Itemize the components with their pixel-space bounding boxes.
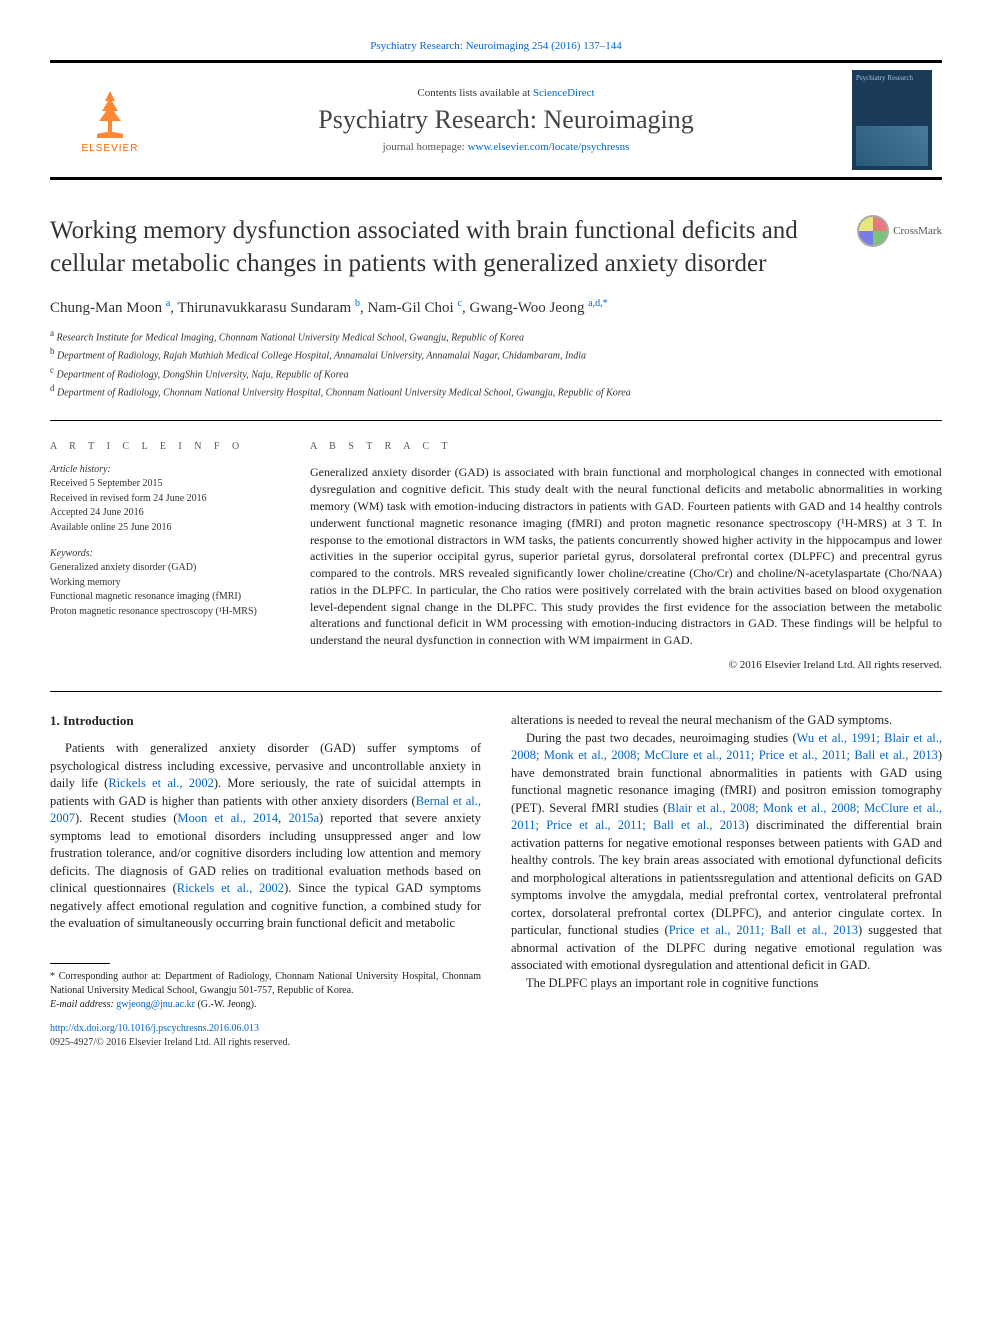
body-paragraph: Patients with generalized anxiety disord… bbox=[50, 740, 481, 933]
issn-line: 0925-4927/© 2016 Elsevier Ireland Ltd. A… bbox=[50, 1036, 481, 1050]
article-info: A R T I C L E I N F O Article history: R… bbox=[50, 441, 270, 671]
online-date: Available online 25 June 2016 bbox=[50, 521, 270, 535]
email-link[interactable]: gwjeong@jnu.ac.kr bbox=[116, 999, 195, 1010]
affiliation-ref[interactable]: c bbox=[457, 298, 461, 309]
homepage-prefix: journal homepage: bbox=[383, 141, 468, 153]
elsevier-tree-icon bbox=[85, 86, 135, 141]
abstract-copyright: © 2016 Elsevier Ireland Ltd. All rights … bbox=[310, 659, 942, 671]
email-line: E-mail address: gwjeong@jnu.ac.kr (G.-W.… bbox=[50, 998, 481, 1012]
footnote-separator bbox=[50, 963, 110, 964]
history-label: Article history: bbox=[50, 464, 270, 475]
info-abstract-row: A R T I C L E I N F O Article history: R… bbox=[50, 441, 942, 671]
citation-link[interactable]: Rickels et al., 2002 bbox=[177, 881, 284, 895]
affiliation-c: c Department of Radiology, DongShin Univ… bbox=[50, 364, 942, 382]
revised-date: Received in revised form 24 June 2016 bbox=[50, 492, 270, 506]
contents-prefix: Contents lists available at bbox=[417, 87, 532, 99]
authors-line: Chung-Man Moon a, Thirunavukkarasu Sunda… bbox=[50, 298, 942, 317]
affiliation-b: b Department of Radiology, Rajah Muthiah… bbox=[50, 345, 942, 363]
homepage-line: journal homepage: www.elsevier.com/locat… bbox=[170, 141, 842, 153]
affiliation-ref[interactable]: a,d,* bbox=[588, 298, 607, 309]
affiliation-a: a Research Institute for Medical Imaging… bbox=[50, 327, 942, 345]
citation-link[interactable]: Rickels et al., 2002 bbox=[108, 776, 214, 790]
column-right: alterations is needed to reveal the neur… bbox=[511, 712, 942, 1050]
affiliation-ref[interactable]: a bbox=[166, 298, 170, 309]
doi-line: http://dx.doi.org/10.1016/j.pscychresns.… bbox=[50, 1022, 481, 1036]
publisher-logo[interactable]: ELSEVIER bbox=[60, 70, 160, 170]
title-block: Working memory dysfunction associated wi… bbox=[50, 215, 942, 280]
crossmark-label: CrossMark bbox=[893, 225, 942, 237]
divider bbox=[50, 420, 942, 421]
journal-name: Psychiatry Research: Neuroimaging bbox=[170, 105, 842, 135]
crossmark-badge[interactable]: CrossMark bbox=[857, 215, 942, 247]
citation-link[interactable]: 2015a bbox=[288, 811, 319, 825]
contents-line: Contents lists available at ScienceDirec… bbox=[170, 87, 842, 99]
corresponding-author: * Corresponding author at: Department of… bbox=[50, 970, 481, 998]
homepage-link[interactable]: www.elsevier.com/locate/psychresns bbox=[468, 141, 630, 153]
affiliation-d: d Department of Radiology, Chonnam Natio… bbox=[50, 382, 942, 400]
abstract: A B S T R A C T Generalized anxiety diso… bbox=[310, 441, 942, 671]
body-paragraph: The DLPFC plays an important role in cog… bbox=[511, 975, 942, 993]
doi-link[interactable]: http://dx.doi.org/10.1016/j.pscychresns.… bbox=[50, 1023, 259, 1034]
accepted-date: Accepted 24 June 2016 bbox=[50, 506, 270, 520]
article-info-heading: A R T I C L E I N F O bbox=[50, 441, 270, 452]
column-left: 1. Introduction Patients with generalize… bbox=[50, 712, 481, 1050]
citation-link[interactable]: Price et al., 2011; Ball et al., 2013 bbox=[669, 923, 858, 937]
citation-link[interactable]: Moon et al., 2014 bbox=[177, 811, 278, 825]
body-columns: 1. Introduction Patients with generalize… bbox=[50, 712, 942, 1050]
keyword-item: Proton magnetic resonance spectroscopy (… bbox=[50, 605, 270, 619]
cover-thumb-image bbox=[856, 126, 928, 166]
journal-header: ELSEVIER Contents lists available at Sci… bbox=[50, 60, 942, 180]
publisher-logo-text: ELSEVIER bbox=[82, 143, 139, 154]
keyword-item: Working memory bbox=[50, 576, 270, 590]
top-citation-link[interactable]: Psychiatry Research: Neuroimaging 254 (2… bbox=[370, 40, 621, 52]
page-root: Psychiatry Research: Neuroimaging 254 (2… bbox=[0, 0, 992, 1090]
affiliation-ref[interactable]: b bbox=[355, 298, 360, 309]
journal-cover-thumb[interactable]: Psychiatry Research bbox=[852, 70, 932, 170]
cover-thumb-title: Psychiatry Research bbox=[856, 74, 928, 82]
top-citation: Psychiatry Research: Neuroimaging 254 (2… bbox=[50, 40, 942, 52]
abstract-heading: A B S T R A C T bbox=[310, 441, 942, 452]
keyword-item: Functional magnetic resonance imaging (f… bbox=[50, 590, 270, 604]
section-heading: 1. Introduction bbox=[50, 712, 481, 730]
abstract-text: Generalized anxiety disorder (GAD) is as… bbox=[310, 464, 942, 649]
keywords-block: Keywords: Generalized anxiety disorder (… bbox=[50, 548, 270, 618]
crossmark-icon bbox=[857, 215, 889, 247]
received-date: Received 5 September 2015 bbox=[50, 477, 270, 491]
header-center: Contents lists available at ScienceDirec… bbox=[170, 79, 842, 161]
body-paragraph: During the past two decades, neuroimagin… bbox=[511, 730, 942, 975]
divider bbox=[50, 691, 942, 692]
sciencedirect-link[interactable]: ScienceDirect bbox=[533, 87, 595, 99]
article-title: Working memory dysfunction associated wi… bbox=[50, 215, 857, 280]
keyword-item: Generalized anxiety disorder (GAD) bbox=[50, 561, 270, 575]
keywords-label: Keywords: bbox=[50, 548, 270, 559]
body-paragraph: alterations is needed to reveal the neur… bbox=[511, 712, 942, 730]
affiliations: a Research Institute for Medical Imaging… bbox=[50, 327, 942, 400]
